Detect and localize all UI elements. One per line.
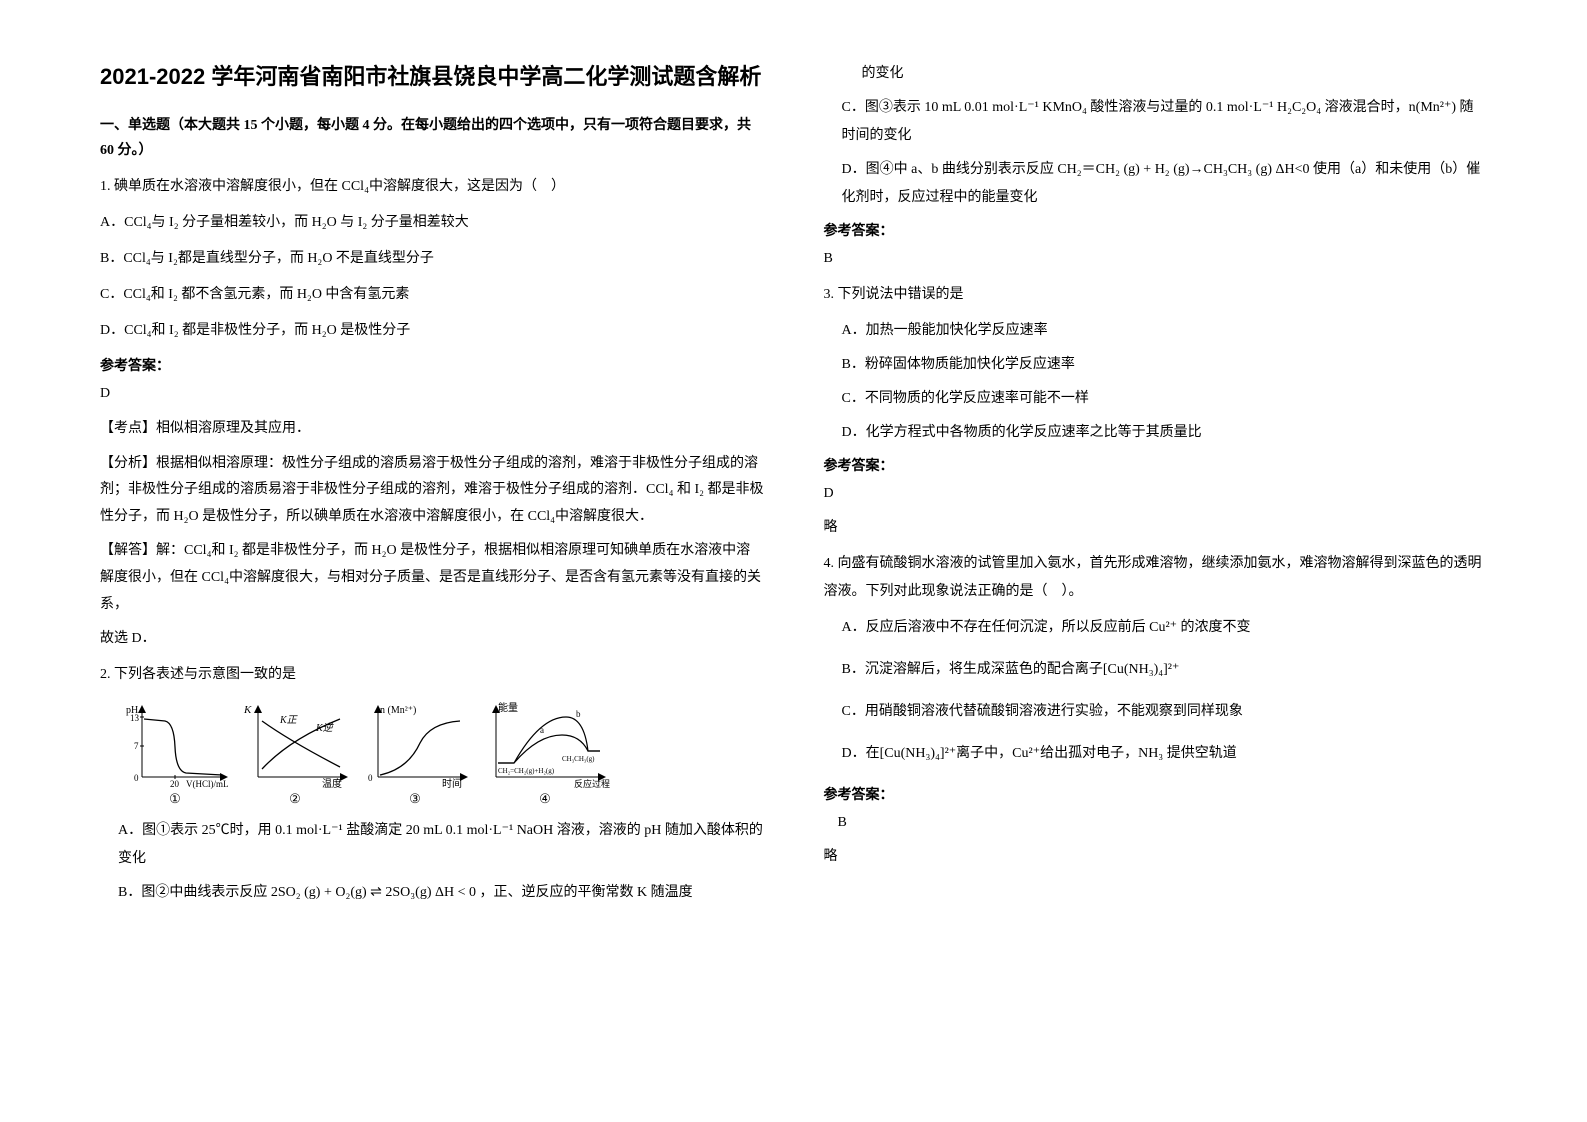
q2-optD: D．图④中 a、b 曲线分别表示反应 CH₂＝CH₂ (g) + H₂ (g)→…: [824, 156, 1488, 212]
diagram-1-svg: pH 13 7 0 20 V(HCl)/mL: [120, 699, 230, 789]
diagram-3: n (Mn²⁺) 0 时间 ③: [360, 699, 470, 807]
right-column: 的变化 C．图③表示 10 mL 0.01 mol·L⁻¹ KMnO₄ 酸性溶液…: [824, 60, 1488, 1082]
q4-optB: B．沉淀溶解后，将生成深蓝色的配合离子[Cu(NH₃)₄]²⁺: [824, 656, 1488, 684]
q3-exp: 略: [824, 515, 1488, 542]
q1-optA: A．CCl₄与 I₂ 分子量相差较小，而 H₂O 与 I₂ 分子量相差较大: [100, 209, 764, 237]
d2-c2: K逆: [315, 722, 335, 734]
diagram-4-svg: 能量 反应过程 a b CH₃CH₃(g) CH₂=CH₂(g)+H₂(g): [480, 699, 610, 789]
q4-stem: 4. 向盛有硫酸铜水溶液的试管里加入氨水，首先形成难溶物，继续添加氨水，难溶物溶…: [824, 550, 1488, 606]
q3-answer-label: 参考答案：: [824, 453, 1488, 481]
d1-y0: 0: [134, 773, 139, 783]
q4-optA: A．反应后溶液中不存在任何沉淀，所以反应前后 Cu²⁺ 的浓度不变: [824, 614, 1488, 642]
d3-label: ③: [409, 791, 421, 807]
d4-lb: b: [576, 709, 581, 719]
q2-diagrams: pH 13 7 0 20 V(HCl)/mL ① K 温度: [120, 699, 764, 807]
d2-label: ②: [289, 791, 301, 807]
q2-optB: B．图②中曲线表示反应 2SO₂ (g) + O₂(g) ⇌ 2SO₃(g) Δ…: [100, 879, 764, 907]
q2-optA: A．图①表示 25℃时，用 0.1 mol·L⁻¹ 盐酸滴定 20 mL 0.1…: [100, 817, 764, 873]
d4-label: ④: [539, 791, 551, 807]
d4-t1: CH₃CH₃(g): [562, 755, 595, 763]
q4-answer: B: [824, 810, 1488, 837]
q1-exp4: 故选 D．: [100, 626, 764, 653]
left-column: 2021-2022 学年河南省南阳市社旗县饶良中学高二化学测试题含解析 一、单选…: [100, 60, 764, 1082]
d2-c1: K正: [279, 715, 299, 726]
q1-answer: D: [100, 381, 764, 408]
q3-optB: B．粉碎固体物质能加快化学反应速率: [824, 351, 1488, 379]
d4-ylabel: 能量: [498, 701, 518, 714]
q3-optA: A．加热一般能加快化学反应速率: [824, 317, 1488, 345]
q3-answer: D: [824, 481, 1488, 508]
q3-optC: C．不同物质的化学反应速率可能不一样: [824, 385, 1488, 413]
exam-title: 2021-2022 学年河南省南阳市社旗县饶良中学高二化学测试题含解析: [100, 60, 764, 93]
d4-la: a: [540, 725, 544, 735]
q4-optD: D．在[Cu(NH₃)₄]²⁺离子中，Cu²⁺给出孤对电子，NH₃ 提供空轨道: [824, 740, 1488, 768]
q3-optD: D．化学方程式中各物质的化学反应速率之比等于其质量比: [824, 419, 1488, 447]
q2-optC: C．图③表示 10 mL 0.01 mol·L⁻¹ KMnO₄ 酸性溶液与过量的…: [824, 94, 1488, 150]
d1-x1: 20: [170, 779, 180, 789]
d4-t2: CH₂=CH₂(g)+H₂(g): [498, 767, 555, 775]
d1-y2: 13: [130, 713, 140, 723]
q1-exp3: 【解答】解：CCl₄和 I₂ 都是非极性分子，而 H₂O 是极性分子，根据相似相…: [100, 538, 764, 618]
q1-optC: C．CCl₄和 I₂ 都不含氢元素，而 H₂O 中含有氢元素: [100, 281, 764, 309]
d1-xlabel: V(HCl)/mL: [186, 779, 229, 789]
q1-optB: B．CCl₄与 I₂都是直线型分子，而 H₂O 不是直线型分子: [100, 245, 764, 273]
q2-answer-label: 参考答案：: [824, 218, 1488, 246]
d2-xlabel: 温度: [322, 777, 342, 789]
diagram-2: K 温度 K正 K逆 ②: [240, 699, 350, 807]
section-heading: 一、单选题（本大题共 15 个小题，每小题 4 分。在每小题给出的四个选项中，只…: [100, 113, 764, 163]
q4-exp: 略: [824, 844, 1488, 871]
q1-exp1: 【考点】相似相溶原理及其应用．: [100, 416, 764, 443]
q1-optD: D．CCl₄和 I₂ 都是非极性分子，而 H₂O 是极性分子: [100, 317, 764, 345]
diagram-4: 能量 反应过程 a b CH₃CH₃(g) CH₂=CH₂(g)+H₂(g) ④: [480, 699, 610, 807]
q2-stem: 2. 下列各表述与示意图一致的是: [100, 661, 764, 689]
q1-stem: 1. 碘单质在水溶液中溶解度很小，但在 CCl₄中溶解度很大，这是因为（ ）: [100, 173, 764, 201]
d3-ylabel: n (Mn²⁺): [380, 705, 416, 716]
diagram-3-svg: n (Mn²⁺) 0 时间: [360, 699, 470, 789]
d1-label: ①: [169, 791, 181, 807]
d3-y0: 0: [368, 773, 373, 783]
q2-optB-cont: 的变化: [824, 60, 1488, 88]
q3-stem: 3. 下列说法中错误的是: [824, 281, 1488, 309]
diagram-2-svg: K 温度 K正 K逆: [240, 699, 350, 789]
q4-optC: C．用硝酸铜溶液代替硫酸铜溶液进行实验，不能观察到同样现象: [824, 698, 1488, 726]
d3-xlabel: 时间: [442, 777, 462, 789]
d2-ylabel: K: [243, 704, 252, 716]
d4-xlabel: 反应过程: [574, 778, 610, 789]
q4-answer-label: 参考答案：: [824, 782, 1488, 810]
q1-answer-label: 参考答案：: [100, 353, 764, 381]
q2-answer: B: [824, 246, 1488, 273]
diagram-1: pH 13 7 0 20 V(HCl)/mL ①: [120, 699, 230, 807]
q1-exp2: 【分析】根据相似相溶原理：极性分子组成的溶质易溶于极性分子组成的溶剂，难溶于非极…: [100, 451, 764, 531]
d1-y1: 7: [134, 741, 139, 751]
